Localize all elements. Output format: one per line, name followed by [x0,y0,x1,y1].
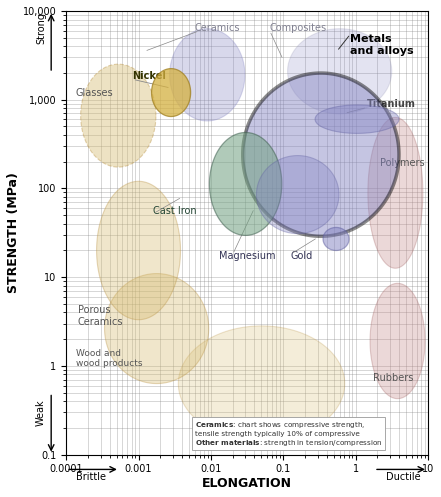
Polygon shape [97,181,180,320]
Polygon shape [152,69,191,116]
Text: Rubbers: Rubbers [373,373,414,383]
Polygon shape [243,73,399,236]
Text: $\bf{Ceramics}$: chart shows compressive strength,
tensile strength typically 10: $\bf{Ceramics}$: chart shows compressive… [194,419,382,448]
X-axis label: ELONGATION: ELONGATION [202,477,292,490]
Text: Cast Iron: Cast Iron [153,206,197,216]
Polygon shape [209,133,282,236]
Text: Wood and
wood products: Wood and wood products [75,349,142,368]
Polygon shape [105,273,209,384]
Text: Foams: Foams [192,438,224,448]
Text: Ductile: Ductile [385,472,420,482]
Text: Composites: Composites [270,23,327,33]
Text: Magnesium: Magnesium [219,251,276,261]
Text: Ceramics: Ceramics [195,23,240,33]
Text: Gold: Gold [290,251,313,261]
Polygon shape [257,156,339,234]
Polygon shape [288,29,392,114]
Y-axis label: STRENGTH (MPa): STRENGTH (MPa) [7,172,20,293]
Polygon shape [170,29,245,121]
Text: Titanium: Titanium [367,99,416,109]
Polygon shape [370,283,425,399]
Text: Glasses: Glasses [75,88,113,98]
Text: Strong: Strong [36,12,46,44]
Text: Metals
and alloys: Metals and alloys [351,34,414,56]
Text: Weak: Weak [36,400,46,426]
Text: Porous
Ceramics: Porous Ceramics [78,305,123,327]
Text: Brittle: Brittle [76,472,106,482]
Text: Polymers: Polymers [380,158,425,168]
Polygon shape [81,64,156,167]
Text: Nickel: Nickel [132,71,166,81]
Polygon shape [323,228,349,250]
Polygon shape [178,326,345,441]
Polygon shape [368,117,423,268]
Polygon shape [315,105,399,133]
